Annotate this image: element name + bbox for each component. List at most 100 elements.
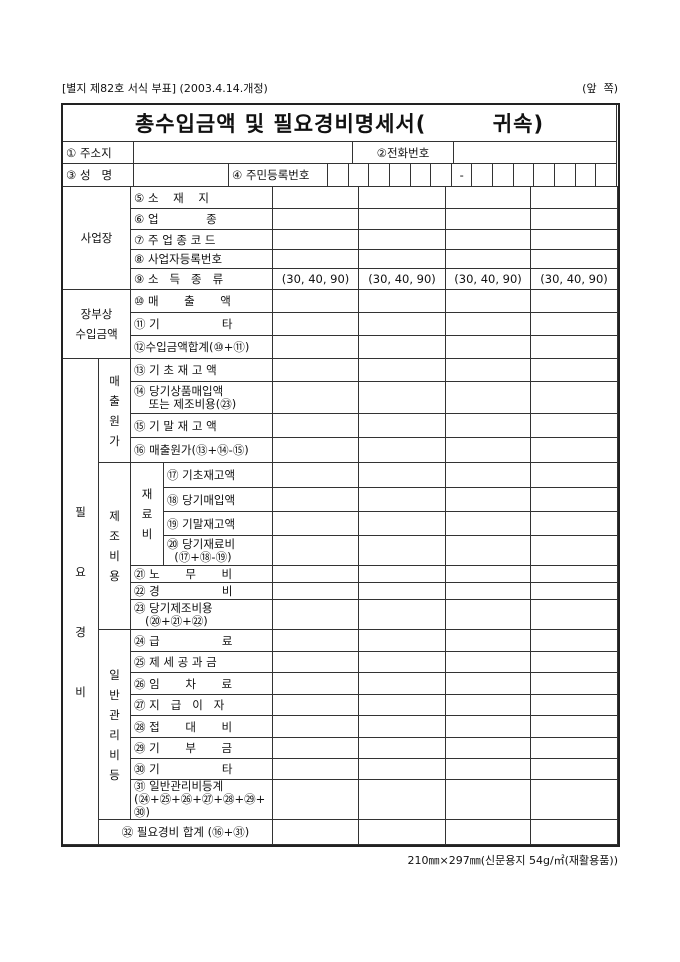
amount-cell[interactable]	[272, 758, 360, 780]
rrn-digit[interactable]	[471, 163, 494, 187]
rrn-digit[interactable]	[368, 163, 390, 187]
amount-cell[interactable]	[445, 511, 532, 536]
amount-cell[interactable]	[358, 381, 447, 414]
amount-cell[interactable]	[530, 487, 619, 512]
amount-cell[interactable]	[445, 208, 532, 230]
amount-cell[interactable]	[445, 413, 532, 438]
amount-cell[interactable]	[530, 511, 619, 536]
amount-cell[interactable]	[445, 779, 532, 820]
amount-cell[interactable]	[445, 599, 532, 630]
amount-cell[interactable]	[530, 535, 619, 566]
amount-cell[interactable]	[445, 582, 532, 600]
amount-cell[interactable]	[272, 511, 360, 536]
amount-cell[interactable]	[272, 289, 360, 313]
amount-cell[interactable]	[272, 229, 360, 250]
amount-cell[interactable]	[358, 186, 447, 209]
amount-cell[interactable]	[445, 565, 532, 583]
amount-cell[interactable]	[530, 229, 619, 250]
rrn-digit[interactable]	[430, 163, 452, 187]
amount-cell[interactable]	[272, 249, 360, 269]
amount-cell[interactable]	[445, 629, 532, 652]
amount-cell[interactable]	[445, 249, 532, 269]
amount-cell[interactable]	[358, 208, 447, 230]
amount-cell[interactable]	[358, 249, 447, 269]
amount-cell[interactable]	[358, 582, 447, 600]
amount-cell[interactable]	[530, 208, 619, 230]
amount-cell[interactable]	[530, 186, 619, 209]
amount-cell[interactable]	[445, 737, 532, 759]
amount-cell[interactable]	[445, 758, 532, 780]
amount-cell[interactable]	[358, 758, 447, 780]
amount-cell[interactable]	[358, 511, 447, 536]
amount-cell[interactable]	[358, 335, 447, 359]
amount-cell[interactable]	[272, 186, 360, 209]
amount-cell[interactable]	[445, 651, 532, 673]
amount-cell[interactable]	[272, 651, 360, 673]
amount-cell[interactable]	[530, 437, 619, 463]
amount-cell[interactable]	[358, 694, 447, 716]
amount-cell[interactable]	[445, 437, 532, 463]
amount-cell[interactable]: (30, 40, 90)	[530, 268, 619, 290]
amount-cell[interactable]	[530, 335, 619, 359]
address-field[interactable]	[133, 141, 353, 164]
amount-cell[interactable]	[358, 672, 447, 695]
amount-cell[interactable]	[272, 819, 360, 845]
phone-field[interactable]	[453, 141, 617, 164]
amount-cell[interactable]	[445, 186, 532, 209]
amount-cell[interactable]	[445, 381, 532, 414]
amount-cell[interactable]	[445, 694, 532, 716]
amount-cell[interactable]: (30, 40, 90)	[272, 268, 360, 290]
amount-cell[interactable]	[358, 413, 447, 438]
amount-cell[interactable]	[358, 229, 447, 250]
amount-cell[interactable]	[358, 565, 447, 583]
amount-cell[interactable]	[530, 462, 619, 488]
amount-cell[interactable]	[272, 779, 360, 820]
amount-cell[interactable]	[445, 819, 532, 845]
amount-cell[interactable]	[445, 535, 532, 566]
amount-cell[interactable]	[272, 565, 360, 583]
amount-cell[interactable]	[530, 358, 619, 382]
amount-cell[interactable]	[530, 565, 619, 583]
amount-cell[interactable]	[358, 629, 447, 652]
amount-cell[interactable]	[530, 629, 619, 652]
amount-cell[interactable]	[358, 487, 447, 512]
amount-cell[interactable]	[358, 737, 447, 759]
amount-cell[interactable]	[530, 737, 619, 759]
rrn-digit[interactable]	[327, 163, 349, 187]
amount-cell[interactable]	[358, 535, 447, 566]
amount-cell[interactable]	[272, 582, 360, 600]
amount-cell[interactable]	[272, 599, 360, 630]
rrn-digit[interactable]	[512, 163, 535, 187]
amount-cell[interactable]	[530, 758, 619, 780]
amount-cell[interactable]	[358, 462, 447, 488]
amount-cell[interactable]	[358, 599, 447, 630]
amount-cell[interactable]	[530, 651, 619, 673]
amount-cell[interactable]	[445, 289, 532, 313]
amount-cell[interactable]	[530, 672, 619, 695]
amount-cell[interactable]	[272, 358, 360, 382]
amount-cell[interactable]	[445, 312, 532, 336]
amount-cell[interactable]	[358, 715, 447, 738]
amount-cell[interactable]	[530, 779, 619, 820]
amount-cell[interactable]: (30, 40, 90)	[358, 268, 447, 290]
amount-cell[interactable]	[272, 715, 360, 738]
amount-cell[interactable]	[445, 672, 532, 695]
rrn-digit[interactable]	[492, 163, 514, 187]
amount-cell[interactable]	[530, 819, 619, 845]
amount-cell[interactable]	[272, 462, 360, 488]
amount-cell[interactable]	[358, 779, 447, 820]
amount-cell[interactable]	[272, 413, 360, 438]
amount-cell[interactable]	[358, 819, 447, 845]
rrn-digit[interactable]	[554, 163, 576, 187]
amount-cell[interactable]	[358, 289, 447, 313]
amount-cell[interactable]	[272, 629, 360, 652]
rrn-digit[interactable]	[595, 163, 617, 187]
amount-cell[interactable]	[445, 487, 532, 512]
amount-cell[interactable]: (30, 40, 90)	[445, 268, 532, 290]
amount-cell[interactable]	[272, 535, 360, 566]
amount-cell[interactable]	[272, 437, 360, 463]
amount-cell[interactable]	[272, 335, 360, 359]
amount-cell[interactable]	[272, 312, 360, 336]
rrn-digit[interactable]	[574, 163, 597, 187]
rrn-digit[interactable]	[533, 163, 556, 187]
